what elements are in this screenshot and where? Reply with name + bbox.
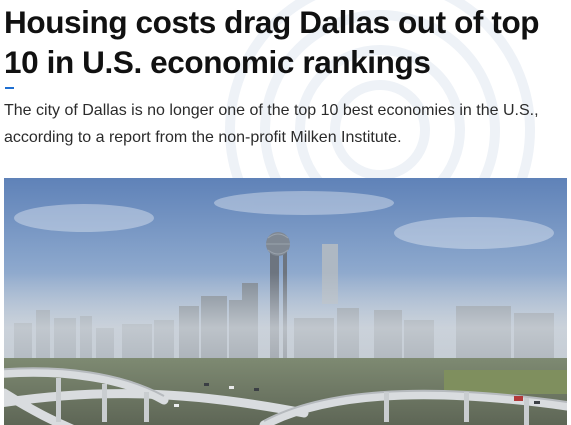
hero-image (4, 178, 567, 425)
dallas-skyline-photo (4, 178, 567, 425)
article-summary: The city of Dallas is no longer one of t… (4, 102, 539, 146)
headline-accent-rule (5, 87, 14, 89)
article-headline: Housing costs drag Dallas out of top 10 … (4, 4, 540, 80)
